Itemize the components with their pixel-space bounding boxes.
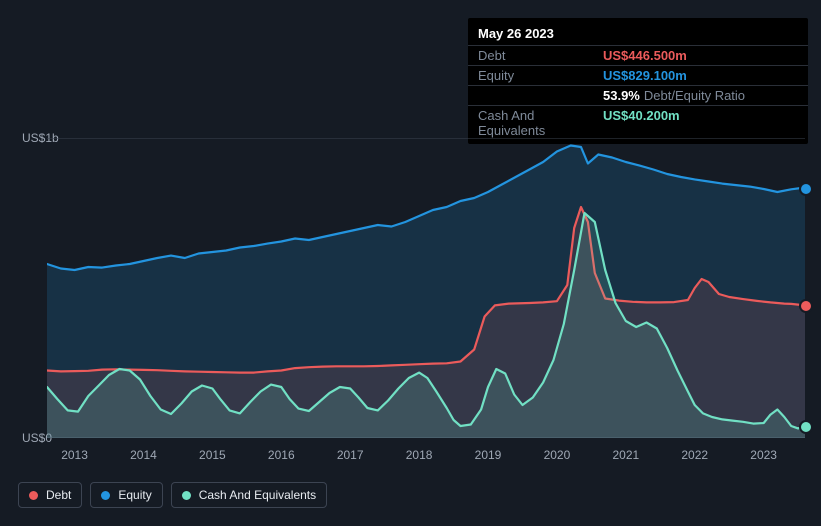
x-axis-tick-label: 2017 xyxy=(337,448,364,462)
series-end-dot-cash xyxy=(799,420,813,434)
tooltip-ratio-value: 53.9% xyxy=(603,88,640,103)
legend-swatch-icon xyxy=(182,491,191,500)
tooltip-row-equity: Equity US$829.100m xyxy=(468,65,808,85)
tooltip-ratio-label: Debt/Equity Ratio xyxy=(644,88,745,103)
legend-swatch-icon xyxy=(101,491,110,500)
series-end-dot-debt xyxy=(799,299,813,313)
x-axis-tick-label: 2014 xyxy=(130,448,157,462)
legend-label: Debt xyxy=(46,488,71,502)
tooltip-row-debt: Debt US$446.500m xyxy=(468,45,808,65)
x-axis-tick-label: 2016 xyxy=(268,448,295,462)
tooltip-date: May 26 2023 xyxy=(468,24,808,45)
x-axis-tick-label: 2015 xyxy=(199,448,226,462)
tooltip-value: US$40.200m xyxy=(603,108,680,123)
x-axis-tick-label: 2020 xyxy=(544,448,571,462)
tooltip-value: US$446.500m xyxy=(603,48,687,63)
chart-legend: Debt Equity Cash And Equivalents xyxy=(18,482,327,508)
legend-label: Equity xyxy=(118,488,151,502)
debt-equity-chart: May 26 2023 Debt US$446.500m Equity US$8… xyxy=(0,0,821,526)
x-axis-tick-label: 2023 xyxy=(750,448,777,462)
series-end-dot-equity xyxy=(799,182,813,196)
tooltip-row-cash: Cash And Equivalents US$40.200m xyxy=(468,105,808,140)
x-axis-tick-label: 2018 xyxy=(406,448,433,462)
x-axis-tick-label: 2021 xyxy=(612,448,639,462)
tooltip-row-ratio: 53.9% Debt/Equity Ratio xyxy=(468,85,808,105)
x-axis-tick-label: 2019 xyxy=(475,448,502,462)
x-axis-tick-label: 2022 xyxy=(681,448,708,462)
chart-tooltip: May 26 2023 Debt US$446.500m Equity US$8… xyxy=(468,18,808,144)
x-axis-tick-label: 2013 xyxy=(61,448,88,462)
legend-item-debt[interactable]: Debt xyxy=(18,482,82,508)
chart-plot-area[interactable] xyxy=(47,138,805,438)
tooltip-label: Debt xyxy=(478,48,603,63)
legend-swatch-icon xyxy=(29,491,38,500)
legend-label: Cash And Equivalents xyxy=(199,488,316,502)
legend-item-equity[interactable]: Equity xyxy=(90,482,162,508)
tooltip-label: Cash And Equivalents xyxy=(478,108,603,138)
tooltip-value: US$829.100m xyxy=(603,68,687,83)
legend-item-cash[interactable]: Cash And Equivalents xyxy=(171,482,327,508)
tooltip-label: Equity xyxy=(478,68,603,83)
